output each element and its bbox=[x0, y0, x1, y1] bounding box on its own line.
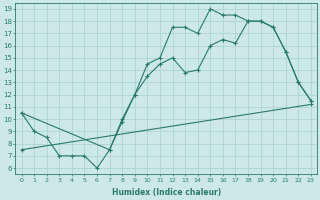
X-axis label: Humidex (Indice chaleur): Humidex (Indice chaleur) bbox=[112, 188, 221, 197]
